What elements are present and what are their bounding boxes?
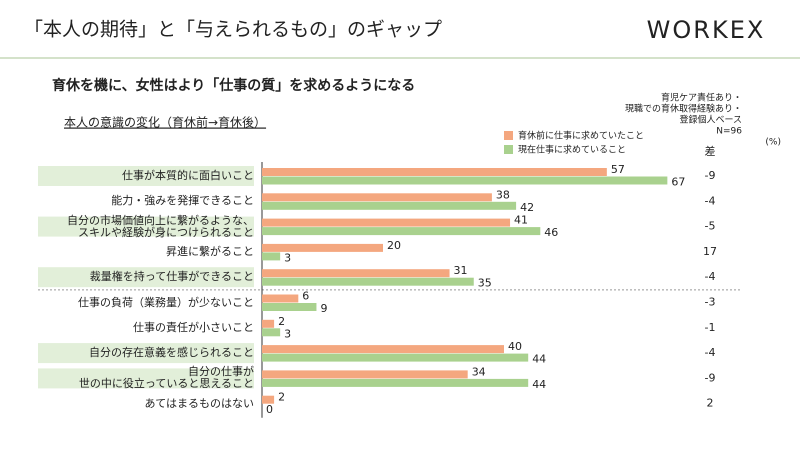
bar bbox=[262, 353, 529, 362]
bar bbox=[262, 370, 468, 379]
data-label: 44 bbox=[532, 353, 546, 366]
bar bbox=[262, 328, 281, 337]
data-label: 35 bbox=[478, 277, 492, 290]
data-label: 46 bbox=[544, 226, 558, 239]
difference: -9 bbox=[705, 371, 716, 384]
legend-label: 現在仕事に求めていること bbox=[518, 144, 626, 156]
difference: 2 bbox=[707, 397, 714, 410]
category-label: 裁量権を持って仕事ができること bbox=[89, 270, 254, 284]
data-label: 31 bbox=[454, 264, 468, 277]
category-label: 仕事の責任が小さいこと bbox=[133, 320, 254, 334]
bar bbox=[262, 294, 299, 303]
bar bbox=[262, 319, 275, 328]
difference-header: 差 bbox=[705, 144, 716, 158]
data-label: 42 bbox=[520, 201, 534, 214]
data-label: 9 bbox=[320, 302, 327, 315]
bar bbox=[262, 303, 317, 311]
bar bbox=[262, 193, 492, 202]
bar bbox=[262, 201, 517, 210]
bar bbox=[262, 269, 450, 278]
bar bbox=[262, 252, 281, 261]
difference: -9 bbox=[705, 169, 716, 182]
data-label: 44 bbox=[532, 378, 546, 391]
row-highlight bbox=[38, 267, 254, 288]
chart-subtitle: 本人の意識の変化（育休前→育休後） bbox=[64, 115, 266, 130]
category-label: 仕事の負荷（業務量）が少ないこと bbox=[78, 295, 254, 309]
data-label: 40 bbox=[508, 340, 522, 353]
data-label: 6 bbox=[302, 290, 309, 303]
bar bbox=[262, 227, 541, 236]
bar bbox=[262, 243, 383, 252]
difference: -4 bbox=[705, 346, 716, 359]
difference: -1 bbox=[705, 321, 716, 334]
difference: -4 bbox=[705, 270, 716, 283]
row-highlight bbox=[38, 216, 254, 237]
difference: -4 bbox=[705, 194, 716, 207]
category-label: あてはまるものはない bbox=[144, 396, 254, 410]
note: 登録個人ベース bbox=[679, 114, 742, 126]
difference: -5 bbox=[705, 220, 716, 233]
bar bbox=[262, 277, 474, 286]
data-label: 2 bbox=[278, 315, 285, 328]
data-label: 67 bbox=[671, 176, 685, 189]
unit-label: (%) bbox=[765, 138, 781, 148]
data-label: 3 bbox=[284, 251, 291, 264]
category-label: 昇進に繋がること bbox=[166, 244, 254, 258]
row-highlight bbox=[38, 343, 254, 364]
data-label: 3 bbox=[284, 327, 291, 340]
bar bbox=[262, 378, 529, 387]
category-label: 能力・強みを発揮できること bbox=[111, 194, 254, 208]
data-label: 57 bbox=[611, 163, 625, 176]
row-highlight bbox=[38, 166, 254, 186]
slide-title: 「本人の期待」と「与えられるもの」のギャップ bbox=[24, 19, 442, 41]
data-label: 2 bbox=[278, 391, 285, 404]
bar bbox=[262, 168, 607, 176]
data-label: 20 bbox=[387, 239, 401, 252]
bar bbox=[262, 345, 504, 354]
data-label: 41 bbox=[514, 214, 528, 227]
row-highlight bbox=[38, 368, 254, 389]
note: 育児ケア責任あり・ bbox=[661, 92, 742, 104]
category-label: 自分の仕事が 世の中に役立っていると思えること bbox=[78, 365, 254, 391]
data-label: 34 bbox=[472, 365, 486, 378]
category-label: 自分の存在意義を感じられること bbox=[89, 346, 254, 360]
data-label: 0 bbox=[266, 403, 273, 416]
category-label: 仕事が本質的に面白いこと bbox=[122, 169, 254, 182]
note: N=96 bbox=[716, 127, 742, 137]
chart-title: 育休を機に、女性はより「仕事の質」を求めるようになる bbox=[52, 77, 415, 94]
difference: 17 bbox=[703, 245, 717, 258]
logo: WORKEX bbox=[647, 16, 766, 44]
legend-label: 育休前に仕事に求めていたこと bbox=[518, 130, 644, 142]
bar bbox=[262, 218, 511, 227]
bar bbox=[262, 176, 668, 185]
category-label: 自分の市場価値向上に繋がるような、 スキルや経験が身につけられること bbox=[67, 213, 254, 239]
legend-swatch bbox=[504, 131, 513, 140]
note: 現職での育休取得経験あり・ bbox=[625, 103, 742, 115]
difference: -3 bbox=[705, 296, 716, 309]
bar bbox=[262, 395, 275, 404]
data-label: 38 bbox=[496, 188, 510, 201]
legend-swatch bbox=[504, 145, 513, 154]
